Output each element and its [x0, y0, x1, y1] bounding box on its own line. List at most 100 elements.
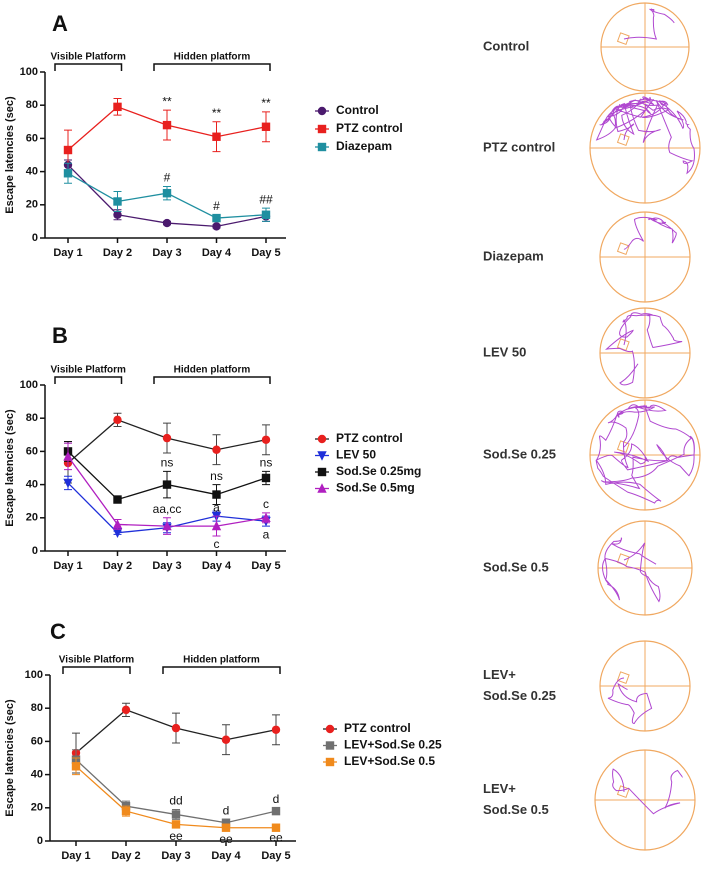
- phase-bracket: [54, 376, 123, 384]
- legend-label: PTZ control: [336, 431, 403, 445]
- phase-label: Hidden platform: [183, 655, 260, 666]
- data-point: [113, 415, 122, 425]
- x-tick-label: Day 2: [103, 560, 132, 572]
- legend-marker: [317, 142, 327, 152]
- panel-label: B: [52, 323, 68, 348]
- y-tick-label: 100: [20, 379, 38, 391]
- track-label: LEV+: [483, 667, 516, 682]
- x-tick-label: Day 5: [261, 850, 290, 862]
- legend-marker: [325, 724, 335, 734]
- data-point: [113, 210, 122, 219]
- x-tick-label: Day 3: [152, 560, 181, 572]
- data-point: [113, 495, 122, 504]
- y-tick-label: 40: [26, 166, 38, 178]
- swim-path: [607, 677, 653, 724]
- swim-path: [623, 7, 675, 40]
- pool-cross: [601, 3, 689, 91]
- x-tick-label: Day 3: [152, 247, 181, 259]
- annotation: dd: [169, 794, 182, 808]
- track-label: Sod.Se 0.25: [483, 688, 556, 703]
- data-point: [261, 512, 271, 522]
- data-point: [162, 520, 172, 531]
- annotation: aa,cc: [153, 502, 182, 516]
- phase-label: Hidden platform: [174, 365, 251, 376]
- platform: [616, 32, 630, 46]
- data-point: [113, 197, 122, 206]
- annotation: d: [273, 792, 280, 806]
- panel-label: A: [52, 11, 68, 36]
- y-tick-label: 60: [26, 445, 38, 457]
- x-tick-label: Day 2: [111, 850, 140, 862]
- swim-path: [595, 404, 695, 504]
- pool-cross: [595, 750, 695, 850]
- x-tick-label: Day 5: [251, 560, 280, 572]
- y-tick-label: 20: [26, 512, 38, 524]
- phase-bracket: [153, 376, 271, 384]
- platform: [616, 785, 630, 799]
- data-point: [211, 520, 222, 531]
- annotation: ee: [269, 831, 283, 845]
- phase-bracket: [162, 666, 281, 674]
- data-point: [261, 435, 271, 444]
- data-point: [212, 213, 221, 223]
- phase-label: Visible Platform: [59, 655, 135, 666]
- x-tick-label: Day 3: [161, 850, 190, 862]
- annotation: #: [213, 199, 220, 213]
- swim-path: [595, 96, 695, 175]
- legend-label: LEV 50: [336, 448, 376, 462]
- y-tick-label: 100: [20, 66, 38, 78]
- annotation: #: [164, 171, 171, 185]
- data-point: [71, 762, 81, 771]
- data-point: [212, 490, 221, 499]
- legend-marker: [317, 483, 327, 493]
- y-tick-label: 60: [31, 735, 43, 747]
- data-point: [63, 169, 73, 178]
- track-label: PTZ control: [483, 139, 555, 154]
- annotation: c: [263, 497, 269, 511]
- data-point: [261, 122, 271, 131]
- y-tick-label: 0: [37, 835, 43, 847]
- pool-cross: [600, 308, 690, 398]
- data-point: [63, 451, 73, 461]
- swim-path: [602, 537, 661, 603]
- y-axis-label: Escape latencies (sec): [4, 409, 16, 527]
- legend-label: PTZ control: [344, 721, 411, 735]
- data-point: [221, 818, 231, 827]
- annotation: a: [213, 500, 220, 514]
- phase-label: Visible Platform: [51, 52, 127, 63]
- y-axis-label: Escape latencies (sec): [4, 96, 16, 214]
- platform: [616, 133, 630, 147]
- platform: [616, 440, 630, 454]
- x-tick-label: Day 5: [251, 247, 280, 259]
- annotation: c: [214, 537, 220, 551]
- annotation: ns: [161, 455, 174, 469]
- track-label: Sod.Se 0.5: [483, 559, 549, 574]
- track-label: LEV 50: [483, 344, 526, 359]
- x-tick-label: Day 1: [53, 247, 82, 259]
- data-point: [121, 705, 131, 715]
- data-point: [162, 188, 172, 198]
- data-point: [162, 480, 172, 489]
- annotation: ##: [259, 192, 273, 206]
- y-tick-label: 80: [26, 412, 38, 424]
- legend-label: LEV+Sod.Se 0.25: [344, 738, 442, 752]
- data-point: [271, 806, 281, 816]
- x-tick-label: Day 2: [103, 247, 132, 259]
- swim-path: [623, 216, 677, 250]
- legend-marker: [317, 451, 327, 461]
- y-tick-label: 20: [26, 199, 38, 211]
- legend-label: Sod.Se 0.5mg: [336, 481, 415, 495]
- data-point: [112, 528, 123, 538]
- phase-label: Visible Platform: [51, 365, 127, 376]
- x-tick-label: Day 1: [61, 850, 90, 862]
- data-point: [162, 218, 172, 228]
- legend-marker: [317, 434, 327, 444]
- data-point: [113, 102, 122, 112]
- phase-bracket: [54, 63, 123, 71]
- data-point: [271, 725, 281, 734]
- y-tick-label: 80: [26, 99, 38, 111]
- y-tick-label: 80: [31, 702, 43, 714]
- platform: [616, 671, 630, 685]
- platform: [616, 553, 630, 567]
